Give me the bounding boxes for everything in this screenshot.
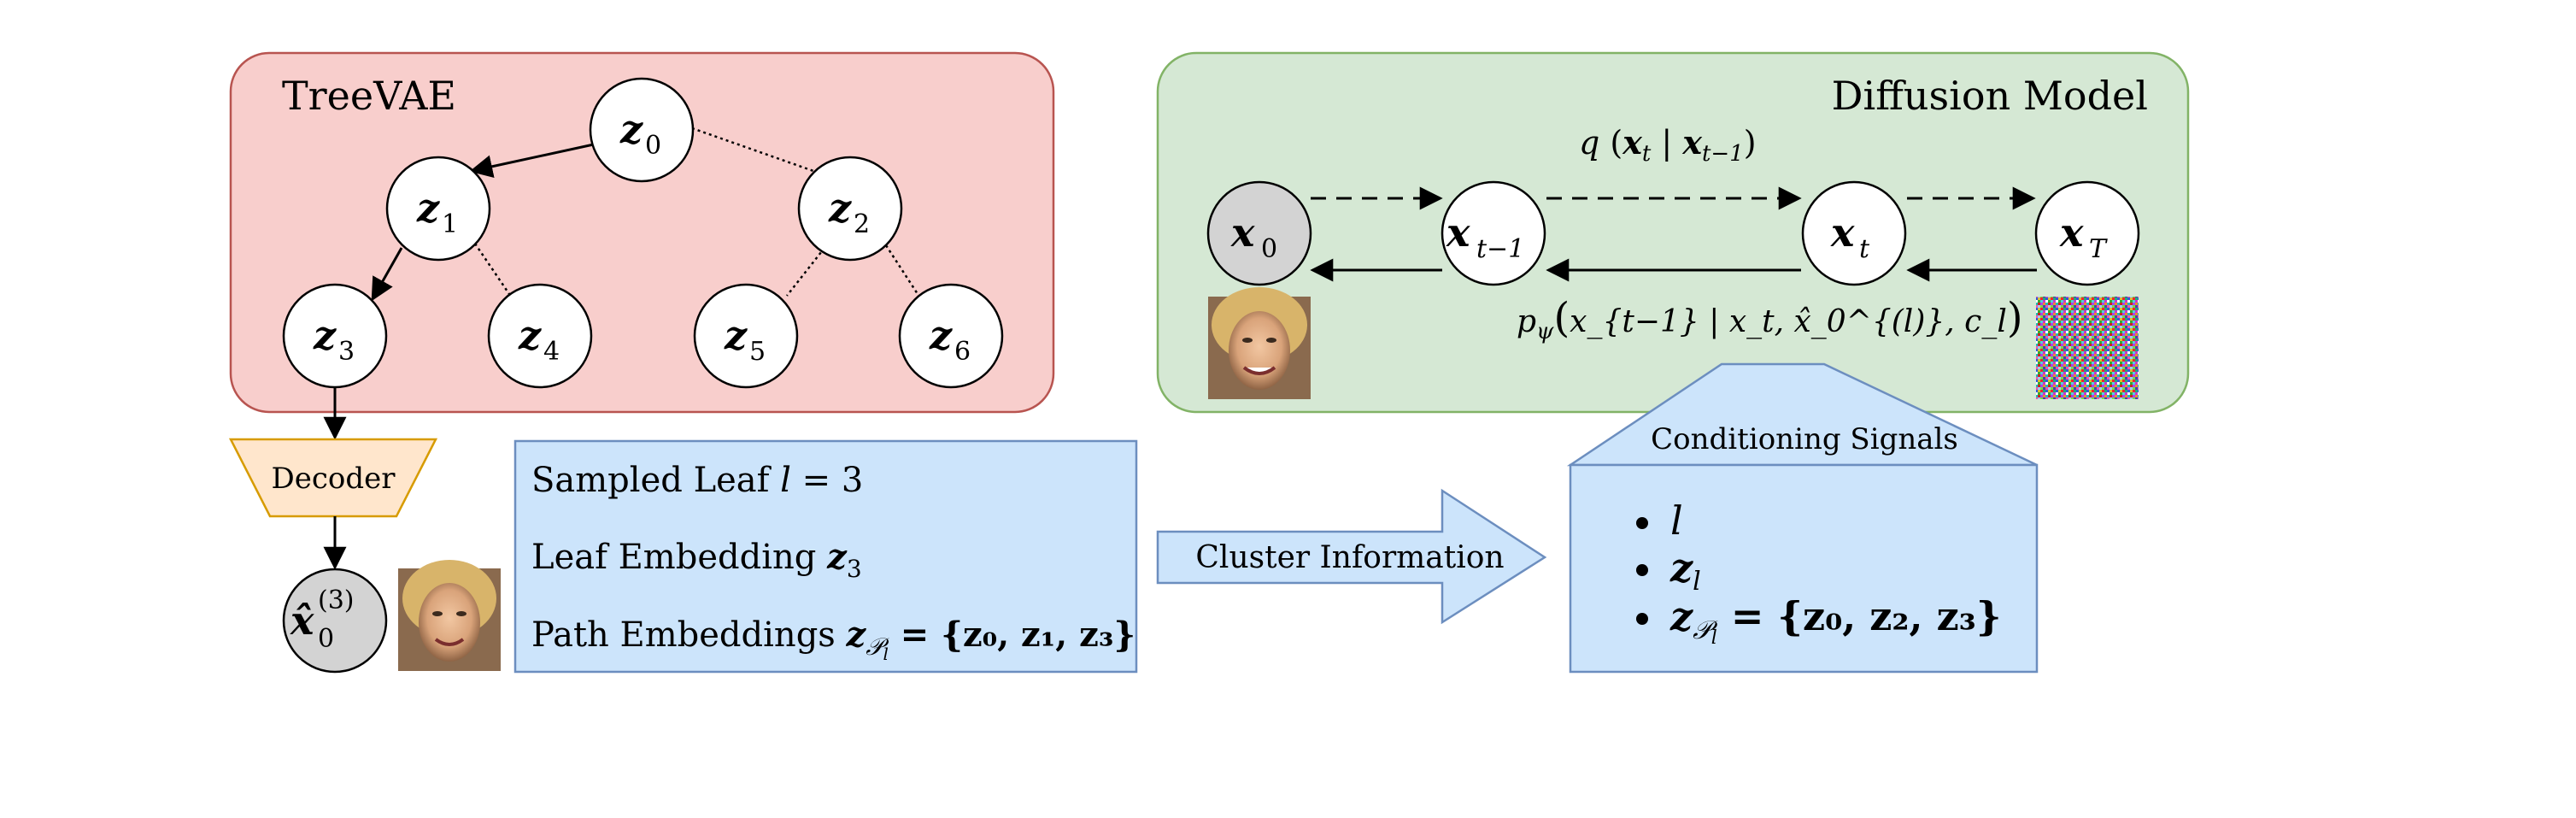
svg-text:T: T — [2089, 234, 2108, 264]
svg-text:5: 5 — [749, 337, 766, 367]
reverse-process-label: pψ(x_{t−1} | x_t, x̂_0^{(l)}, c_l) — [1517, 294, 2023, 344]
svg-text:t−1: t−1 — [1476, 234, 1524, 264]
face-thumbnail-x0-icon — [1208, 287, 1311, 399]
svg-text:x̂: x̂ — [290, 597, 314, 644]
svg-text:l: l — [1670, 497, 1683, 544]
edge-z2-z6 — [884, 244, 919, 295]
node-xt: x t — [1801, 180, 1907, 286]
edge-z0-z1 — [469, 141, 602, 179]
node-z6: z 6 — [898, 283, 1004, 389]
svg-text:4: 4 — [543, 337, 560, 367]
node-z5: z 5 — [693, 283, 799, 389]
diffusion-title: Diffusion Model — [1832, 73, 2148, 119]
svg-text:x: x — [1446, 209, 1470, 256]
conditioning-item-3: z𝒫l = {z₀, z₂, z₃} — [1636, 593, 2001, 649]
cluster-information-label: Cluster Information — [1195, 540, 1504, 575]
node-z0: z 0 — [589, 77, 695, 183]
conditioning-title: Conditioning Signals — [1651, 422, 1958, 456]
leaf-line-1: Sampled Leaf l = 3 — [531, 461, 863, 500]
decoder-block: Decoder — [228, 438, 438, 518]
svg-text:z: z — [518, 312, 542, 358]
svg-text:2: 2 — [854, 209, 870, 239]
node-xT: x T — [2034, 180, 2140, 286]
node-z1: z 1 — [385, 156, 491, 262]
svg-text:3: 3 — [338, 337, 355, 367]
svg-text:t: t — [1859, 234, 1870, 264]
node-x0-hat-3: x̂ 0 (3) — [282, 568, 388, 674]
conditioning-signals-block: Conditioning Signals — [1566, 362, 2039, 674]
noise-thumbnail-icon — [2036, 297, 2139, 399]
leaf-line-2: Leaf Embedding z3 — [531, 537, 862, 583]
svg-text:1: 1 — [442, 209, 458, 239]
svg-text:x: x — [1830, 209, 1855, 256]
treevae-panel — [229, 51, 1055, 414]
svg-text:z𝒫l = {z₀, z₂, z₃}: z𝒫l = {z₀, z₂, z₃} — [1669, 593, 2001, 649]
leaf-line-3: Path Embeddings z𝒫l = {z₀, z₁, z₃} — [531, 615, 1135, 664]
svg-text:z: z — [416, 185, 440, 231]
conditioning-item-2: zl — [1636, 544, 1701, 597]
leaf-info-box — [513, 439, 1138, 674]
svg-text:z: z — [724, 312, 748, 358]
node-z2: z 2 — [797, 156, 903, 262]
svg-text:0: 0 — [645, 131, 661, 161]
face-thumbnail-icon — [398, 560, 501, 671]
svg-text:0: 0 — [318, 624, 334, 654]
svg-text:zl: zl — [1669, 544, 1701, 597]
forward-process-label: q (xt | xt−1) — [1579, 123, 1757, 167]
conditioning-item-1: l — [1636, 497, 1683, 544]
svg-text:z: z — [929, 312, 953, 358]
svg-text:z: z — [313, 312, 337, 358]
cluster-information-arrow: Cluster Information — [1156, 488, 1547, 625]
treevae-title: TreeVAE — [282, 73, 456, 119]
decoder-label: Decoder — [271, 462, 396, 496]
edge-z2-z5 — [786, 247, 825, 297]
svg-text:6: 6 — [954, 337, 971, 367]
node-z3: z 3 — [282, 283, 388, 389]
edge-z1-z3 — [371, 247, 403, 302]
svg-text:z: z — [828, 185, 852, 231]
svg-text:x: x — [2059, 209, 2084, 256]
svg-text:(3): (3) — [318, 586, 355, 615]
svg-text:0: 0 — [1261, 234, 1277, 264]
node-x0: x 0 — [1206, 180, 1312, 286]
node-xt-1: x t−1 — [1441, 180, 1546, 286]
svg-text:x: x — [1230, 209, 1255, 256]
edge-z1-z4 — [473, 243, 511, 295]
node-z4: z 4 — [487, 283, 593, 389]
svg-text:z: z — [619, 106, 643, 152]
